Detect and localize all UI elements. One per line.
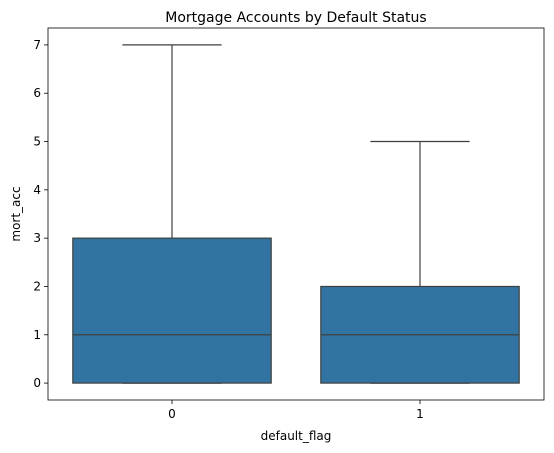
x-tick-label: 0 <box>168 407 176 421</box>
y-tick-label: 4 <box>33 183 41 197</box>
plot-frame <box>47 27 545 401</box>
y-tick-label: 3 <box>33 231 41 245</box>
box-0 <box>72 237 272 384</box>
chart-title: Mortgage Accounts by Default Status <box>165 10 426 26</box>
y-tick-label: 6 <box>33 86 41 100</box>
y-tick-label: 0 <box>33 376 41 390</box>
x-tick-label: 1 <box>416 407 424 421</box>
plot-area: 0 1 2 3 4 5 6 7 0 1 <box>33 38 520 421</box>
x-axis-label: default_flag <box>261 429 332 443</box>
y-tick-label: 7 <box>33 38 41 52</box>
y-tick-label: 5 <box>33 135 41 149</box>
y-tick-label: 1 <box>33 328 41 342</box>
y-axis-label: mort_acc <box>9 186 23 241</box>
y-tick-label: 2 <box>33 279 41 293</box>
